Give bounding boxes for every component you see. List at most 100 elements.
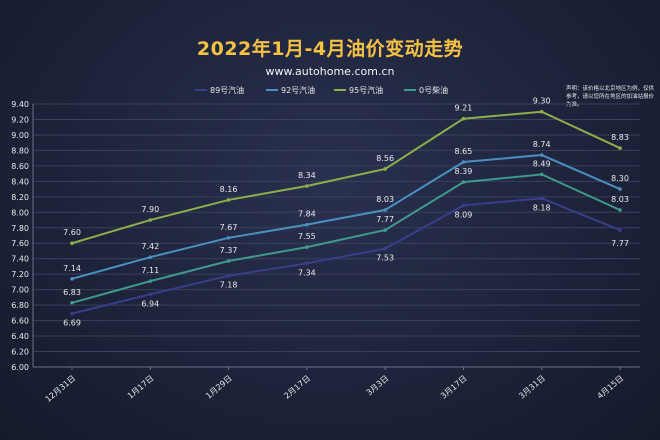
data-point (539, 153, 544, 157)
data-point (383, 208, 387, 212)
y-tick-label: 7.20 (11, 270, 29, 279)
y-tick-label: 6.40 (11, 332, 29, 341)
x-tick-label: 1月29日 (204, 374, 234, 401)
data-label: 8.03 (611, 195, 629, 204)
data-point (148, 279, 153, 283)
data-label: 8.65 (455, 147, 473, 156)
y-tick-label: 8.60 (11, 162, 29, 171)
legend-label: 89号汽油 (210, 85, 244, 95)
data-point (618, 208, 622, 212)
data-point (618, 187, 622, 191)
data-label: 6.94 (141, 299, 159, 308)
x-tick-label: 12月31日 (44, 374, 78, 404)
y-tick-label: 6.80 (11, 301, 29, 310)
data-point (618, 146, 622, 150)
chart-note: 声明：该价格以北京地区为例，仅供参考，请以您所在地区的加油站报价为准。 (566, 86, 655, 108)
x-tick-label: 1月17日 (126, 374, 156, 401)
chart-title: 2022年1月-4月油价变动走势 (196, 38, 464, 60)
data-point (305, 261, 309, 266)
data-point (226, 273, 231, 278)
data-label: 8.18 (533, 203, 551, 212)
data-label: 8.74 (533, 140, 551, 149)
data-label: 7.67 (220, 223, 238, 232)
series-line (71, 197, 621, 315)
series-line (71, 110, 621, 245)
data-label: 8.34 (298, 171, 316, 180)
data-point (461, 203, 466, 208)
y-tick-label: 7.60 (11, 239, 29, 248)
data-label: 8.03 (376, 195, 394, 204)
y-tick-label: 9.00 (11, 131, 29, 140)
chart-subtitle: www.autohome.com.cn (265, 65, 395, 78)
data-point (383, 167, 387, 171)
data-label: 7.14 (63, 264, 81, 273)
data-label: 7.53 (376, 254, 394, 263)
data-label: 7.77 (611, 239, 629, 248)
data-point (70, 241, 74, 246)
data-label: 7.18 (220, 281, 238, 290)
data-point (70, 277, 74, 281)
x-tick-label: 3月17日 (439, 374, 469, 401)
data-point (383, 246, 387, 251)
data-label: 9.30 (533, 97, 551, 106)
y-tick-label: 6.20 (11, 348, 29, 357)
data-label: 8.49 (533, 159, 551, 168)
y-tick-label: 7.00 (11, 286, 29, 295)
data-point (305, 184, 309, 188)
x-tick-label: 4月15日 (596, 374, 626, 401)
data-point (305, 245, 309, 249)
data-label: 8.83 (611, 133, 629, 142)
data-point (461, 160, 466, 164)
data-label: 8.30 (611, 174, 629, 183)
legend-label: 92号汽油 (281, 85, 315, 95)
data-point (618, 228, 622, 232)
data-point (539, 109, 544, 114)
data-label: 7.37 (220, 246, 238, 255)
data-point (148, 292, 153, 297)
data-label: 7.42 (141, 242, 159, 251)
data-point (539, 196, 544, 201)
series-line (71, 154, 621, 280)
data-point (461, 116, 466, 121)
data-label: 8.39 (455, 167, 473, 176)
x-tick-label: 3月3日 (365, 374, 391, 398)
data-label: 6.83 (63, 288, 81, 297)
data-point (148, 255, 153, 259)
data-label: 7.84 (298, 210, 316, 219)
series-line (71, 173, 621, 304)
y-tick-label: 8.00 (11, 208, 29, 217)
y-tick-label: 6.00 (11, 363, 29, 372)
data-point (70, 311, 74, 316)
data-label: 9.21 (455, 104, 473, 113)
data-point (226, 236, 231, 240)
y-tick-label: 9.20 (11, 115, 29, 124)
data-point (226, 198, 231, 202)
data-point (305, 222, 309, 227)
data-point (226, 259, 231, 263)
data-label: 8.16 (220, 185, 238, 194)
data-label: 6.69 (63, 319, 81, 328)
y-tick-label: 8.20 (11, 193, 29, 202)
data-point (461, 180, 466, 184)
x-tick-label: 3月31日 (517, 374, 547, 401)
data-label: 7.77 (376, 215, 394, 224)
data-label: 7.90 (141, 205, 159, 214)
data-point (148, 218, 153, 222)
data-point (70, 300, 74, 305)
data-point (383, 228, 387, 232)
y-tick-label: 8.80 (11, 146, 29, 155)
data-label: 8.56 (376, 154, 394, 163)
data-label: 7.60 (63, 228, 81, 237)
data-label: 7.34 (298, 268, 316, 277)
data-label: 7.11 (141, 266, 159, 275)
y-tick-label: 9.40 (11, 100, 29, 109)
legend-label: 0号柴油 (419, 85, 448, 95)
data-label: 8.09 (455, 210, 473, 219)
x-tick-label: 2月17日 (282, 374, 312, 401)
legend-label: 95号汽油 (349, 85, 383, 95)
y-tick-label: 7.40 (11, 255, 29, 264)
data-point (539, 172, 544, 177)
y-tick-label: 8.40 (11, 177, 29, 186)
